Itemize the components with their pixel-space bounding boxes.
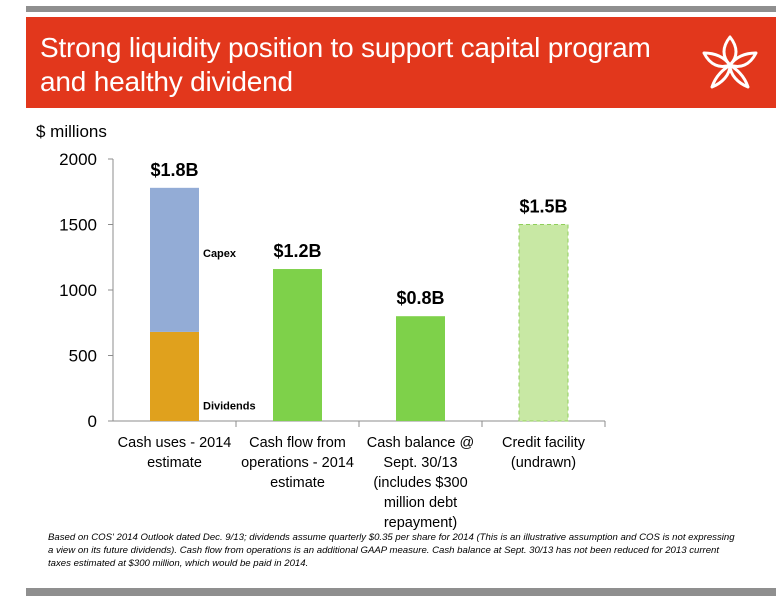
footnote: Based on COS' 2014 Outlook dated Dec. 9/… <box>48 532 735 569</box>
y-axis-title: $ millions <box>36 122 107 141</box>
category-label: estimate <box>270 475 325 491</box>
category-label: Cash uses - 2014 <box>118 435 232 451</box>
bar-total-label: $1.8B <box>150 160 198 180</box>
y-tick-label: 2000 <box>59 150 97 169</box>
category-label: (includes $300 <box>373 475 467 491</box>
category-label: Credit facility <box>502 435 586 451</box>
y-tick-label: 500 <box>69 347 97 366</box>
bottom-rule <box>26 588 776 596</box>
leaf-flower-logo-icon <box>702 35 758 89</box>
y-tick-label: 1000 <box>59 281 97 300</box>
bar-total-label: $1.5B <box>519 197 567 217</box>
category-label: Cash balance @ <box>367 435 474 451</box>
bar-segment <box>396 316 445 421</box>
category-label: Sept. 30/13 <box>383 455 457 471</box>
category-label: operations - 2014 <box>241 455 354 471</box>
bar-segment <box>150 331 199 421</box>
top-rule <box>26 6 776 12</box>
y-tick-label: 1500 <box>59 216 97 235</box>
title-banner: Strong liquidity position to support cap… <box>26 17 776 108</box>
bar-segment <box>150 187 199 332</box>
segment-label: Dividends <box>203 400 256 412</box>
bar-chart: 0 500 1000 1500 2000 Dividends Capex $1.8B Cash … <box>59 150 606 530</box>
category-label: Cash flow from <box>249 435 346 451</box>
segment-label: Capex <box>203 248 237 260</box>
category-label: million debt <box>384 495 457 511</box>
category-label: (undrawn) <box>511 455 576 471</box>
slide-title: Strong liquidity position to support cap… <box>40 32 651 97</box>
y-tick-label: 0 <box>88 412 97 431</box>
category-label: estimate <box>147 455 202 471</box>
bar-total-label: $0.8B <box>396 288 444 308</box>
bar-segment <box>273 269 322 421</box>
bar-segment <box>518 224 569 422</box>
category-label: repayment) <box>384 515 457 530</box>
bar-total-label: $1.2B <box>273 241 321 261</box>
